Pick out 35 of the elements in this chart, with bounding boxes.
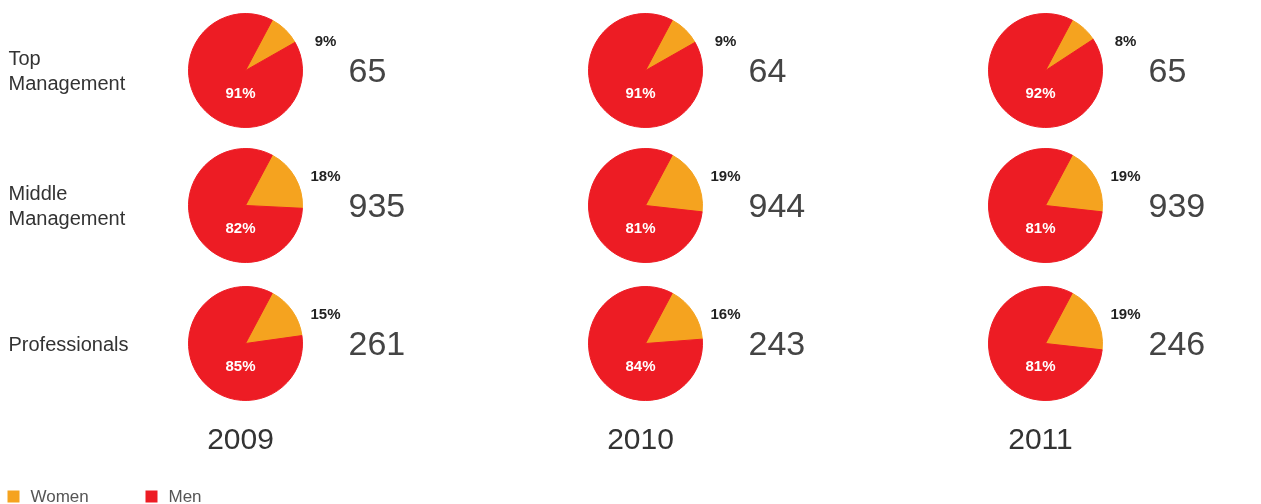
legend-label: Men <box>168 487 202 504</box>
text: 65 <box>348 51 387 89</box>
legend-label: Women <box>30 487 89 504</box>
data-label: 91% <box>625 84 656 101</box>
data-label: 9% <box>314 32 337 49</box>
text: 65 <box>1148 51 1187 89</box>
text: 944 <box>748 186 806 224</box>
data-label: 16% <box>710 305 741 322</box>
data-label: 85% <box>225 357 256 374</box>
data-label: 19% <box>710 167 741 184</box>
text: 939 <box>1148 186 1206 224</box>
text: 246 <box>1148 324 1206 362</box>
text: 261 <box>348 324 406 362</box>
text: 935 <box>348 186 406 224</box>
text: 64 <box>748 51 787 89</box>
data-label: 8% <box>1114 32 1137 49</box>
data-label: 84% <box>625 357 656 374</box>
text: 243 <box>748 324 806 362</box>
text: 2009 <box>207 421 274 455</box>
data-label: 92% <box>1025 84 1056 101</box>
text: Professionals <box>8 332 129 355</box>
data-label: 81% <box>625 219 656 236</box>
text: Top Management <box>8 47 126 94</box>
text: 2010 <box>607 421 674 455</box>
data-label: 9% <box>714 32 737 49</box>
data-label: 19% <box>1110 167 1141 184</box>
data-label: 81% <box>1025 219 1056 236</box>
data-label: 91% <box>225 84 256 101</box>
text: 2011 <box>1008 421 1073 455</box>
data-label: 19% <box>1110 305 1141 322</box>
data-label: 15% <box>310 305 341 322</box>
data-label: 82% <box>225 219 256 236</box>
data-label: 81% <box>1025 357 1056 374</box>
text: Middle Management <box>8 182 126 229</box>
data-label: 18% <box>310 167 341 184</box>
